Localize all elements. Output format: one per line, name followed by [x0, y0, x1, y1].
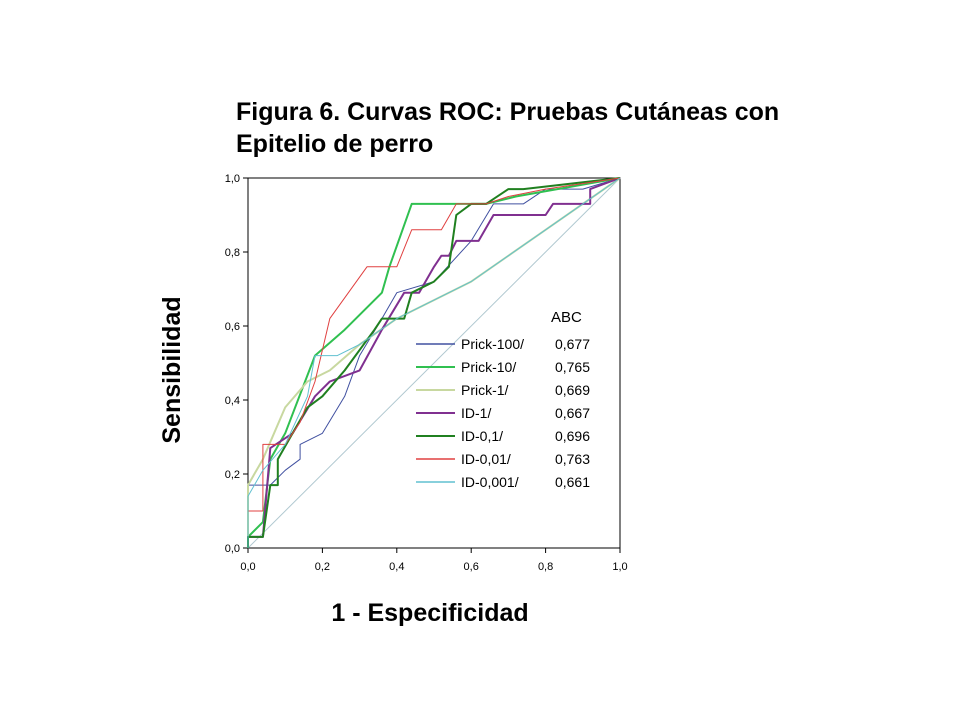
x-tick-label: 1,0: [612, 561, 627, 573]
legend-auc-value: 0,765: [555, 359, 590, 375]
y-tick-label: 0,8: [225, 247, 240, 259]
y-tick-label: 0,2: [225, 469, 240, 481]
legend-series-name: ID-0,001/: [461, 474, 519, 490]
y-tick-label: 0,4: [225, 395, 240, 407]
chart-title-line-1: Figura 6. Curvas ROC: Pruebas Cutáneas c…: [236, 98, 780, 126]
legend-series-name: Prick-1/: [461, 382, 509, 398]
roc-curve-7: [247, 177, 621, 548]
roc-curves: [247, 177, 621, 548]
diagonal-line: [247, 177, 621, 549]
roc-curve-4: [247, 177, 621, 548]
legend-series-name: Prick-10/: [461, 359, 516, 375]
y-tick-label: 0,6: [225, 321, 240, 333]
chart-title: Figura 6. Curvas ROC: Pruebas Cutáneas c…: [236, 96, 876, 160]
legend-auc-value: 0,696: [555, 428, 590, 444]
chart-title-line-2: Epitelio de perro: [236, 130, 434, 158]
x-tick-label: 0,6: [464, 561, 479, 573]
y-axis-title: Sensibilidad: [158, 296, 186, 443]
x-axis-title: 1 - Especificidad: [331, 599, 528, 627]
axis-ticks: 0,0 0,2 0,4 0,6 0,8 1,0 0,0 0,2 0,4 0,6 0,8 1,0: [225, 173, 628, 573]
x-tick-label: 0,2: [315, 561, 330, 573]
roc-curve-6: [247, 177, 621, 548]
x-tick-label: 0,4: [389, 561, 404, 573]
legend-series-name: ID-0,1/: [461, 428, 503, 444]
legend-auc-value: 0,667: [555, 405, 590, 421]
legend-auc-value: 0,661: [555, 474, 590, 490]
legend: ABC Prick-100/0,677 Prick-10/0,765 Prick-1…: [416, 309, 590, 490]
legend-auc-value: 0,669: [555, 382, 590, 398]
legend-series-name: ID-0,01/: [461, 451, 511, 467]
y-tick-label: 0,0: [225, 543, 240, 555]
legend-auc-value: 0,677: [555, 336, 590, 352]
reference-diagonal: [247, 177, 621, 549]
x-tick-label: 0,0: [240, 561, 255, 573]
legend-series-name: Prick-100/: [461, 336, 524, 352]
legend-header: ABC: [551, 309, 582, 326]
y-tick-label: 1,0: [225, 173, 240, 185]
x-tick-label: 0,8: [538, 561, 553, 573]
legend-series-name: ID-1/: [461, 405, 491, 421]
legend-auc-value: 0,763: [555, 451, 590, 467]
